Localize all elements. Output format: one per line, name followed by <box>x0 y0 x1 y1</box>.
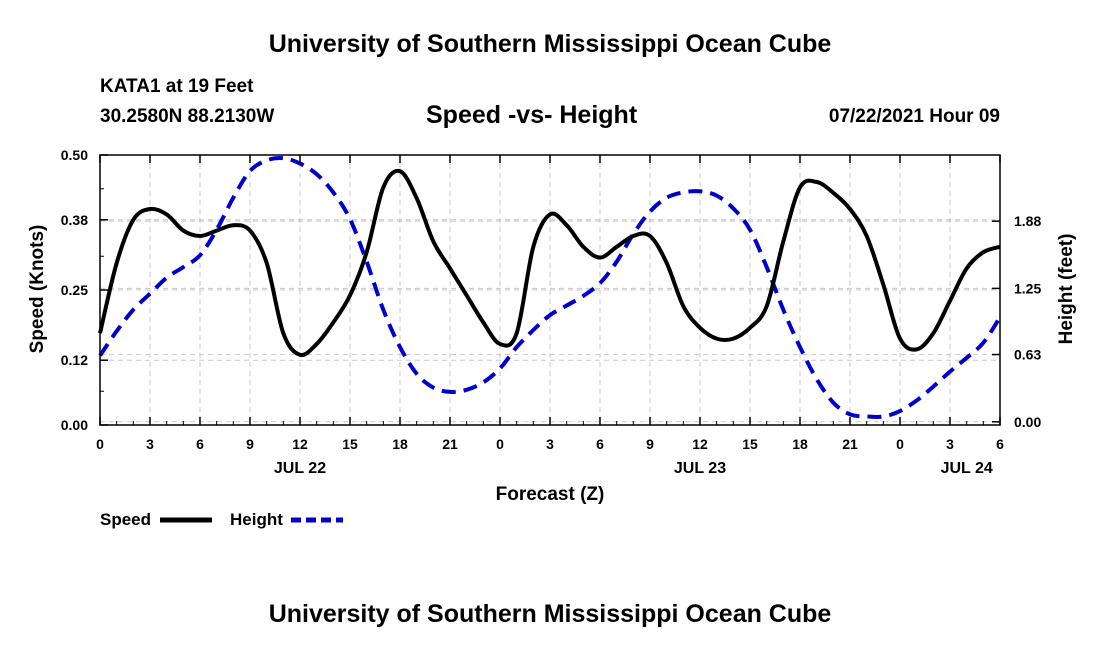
forecast-datetime: 07/22/2021 Hour 09 <box>828 106 1000 127</box>
station-coordinates: 30.2580N 88.2130W <box>100 106 275 127</box>
x-tick-label: 0 <box>896 436 904 452</box>
date-label: JUL 24 <box>941 460 993 477</box>
x-tick-label: 15 <box>342 436 358 452</box>
x-tick-label: 12 <box>292 436 308 452</box>
series-line-speed <box>98 168 1001 358</box>
x-tick-label: 21 <box>442 436 458 452</box>
y-axis-label-right: Height (feet) <box>1056 234 1077 345</box>
x-tick-label: 6 <box>596 436 604 452</box>
legend-label-height: Height <box>230 510 283 529</box>
y-tick-label-left: 0.12 <box>61 352 88 368</box>
x-tick-label: 3 <box>946 436 954 452</box>
y-tick-label-left: 0.38 <box>61 212 88 228</box>
y-tick-label-left: 0.25 <box>61 282 88 298</box>
x-tick-label: 6 <box>196 436 204 452</box>
x-tick-label: 12 <box>692 436 708 452</box>
legend-label-speed: Speed <box>100 510 151 529</box>
station-label: KATA1 at 19 Feet <box>100 76 254 97</box>
x-tick-label: 6 <box>996 436 1004 452</box>
axes: 0 3 6 9 12 15 18 21 0 3 6 9 12 15 18 21 0 3 6 JUL 22 JUL 23 J… <box>61 147 1042 477</box>
footer-title: University of Southern Mississippi Ocean… <box>268 600 832 628</box>
y-tick-label-right: 0.63 <box>1014 347 1041 363</box>
x-tick-label: 0 <box>96 436 104 452</box>
date-label: JUL 23 <box>674 460 726 477</box>
x-axis-label: Forecast (Z) <box>496 484 605 505</box>
x-tick-label: 9 <box>246 436 254 452</box>
x-tick-label: 0 <box>496 436 504 452</box>
y-tick-label-right: 1.25 <box>1014 280 1041 296</box>
y-tick-label-right: 0.00 <box>1014 414 1041 430</box>
series-line-height <box>98 156 1002 419</box>
page-title: University of Southern Mississippi Ocean… <box>268 30 832 58</box>
x-tick-label: 3 <box>146 436 154 452</box>
date-label: JUL 22 <box>274 460 326 477</box>
x-tick-label: 3 <box>546 436 554 452</box>
x-tick-label: 9 <box>646 436 654 452</box>
x-tick-label: 21 <box>842 436 858 452</box>
x-tick-label: 15 <box>742 436 758 452</box>
chart-title: Speed -vs- Height <box>426 101 638 129</box>
x-tick-label: 18 <box>792 436 808 452</box>
y-tick-label-left: 0.50 <box>61 147 88 163</box>
series-lines <box>98 156 1002 419</box>
y-tick-label-right: 1.88 <box>1014 213 1041 229</box>
y-axis-label-left: Speed (Knots) <box>27 225 48 354</box>
grid-lines <box>100 155 1000 425</box>
x-tick-label: 18 <box>392 436 408 452</box>
y-tick-label-left: 0.00 <box>61 417 88 433</box>
legend: Speed Height <box>100 510 343 529</box>
